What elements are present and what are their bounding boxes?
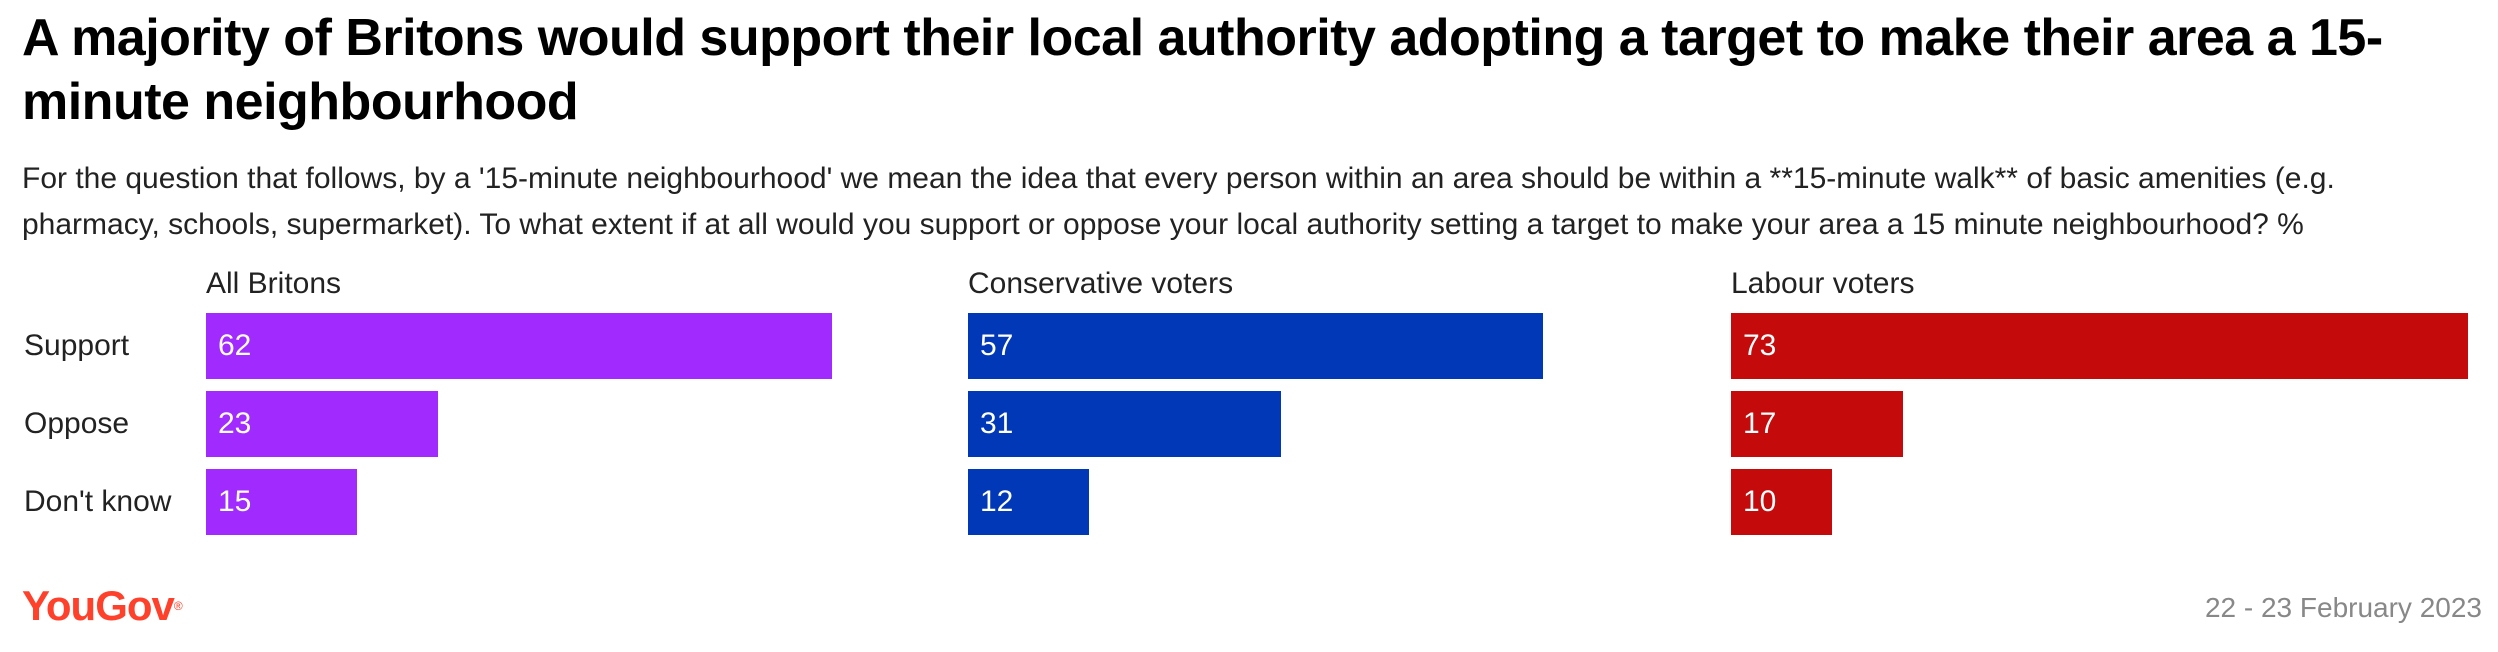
chart-title: A majority of Britons would support thei… xyxy=(22,9,2383,131)
logo-registered-mark: ® xyxy=(173,599,183,613)
category-label-support: Support xyxy=(24,329,130,362)
bar-labour-voters-support: 73 xyxy=(1731,313,2468,379)
bar-value-label: 17 xyxy=(1743,407,1777,440)
bar-value-label: 57 xyxy=(980,329,1014,362)
bar-all-britons-support: 62 xyxy=(206,313,832,379)
category-label-dont-know: Don't know xyxy=(24,485,172,518)
bar-value-label: 73 xyxy=(1743,329,1777,362)
survey-date: 22 - 23 February 2023 xyxy=(2204,592,2482,623)
bar-conservative-voters-support: 57 xyxy=(968,313,1543,379)
chart-panels: Support Oppose Don't know All Britons 62 2… xyxy=(0,260,2498,560)
logo-text: YouGov xyxy=(22,582,175,629)
bar-value-label: 10 xyxy=(1743,485,1777,518)
bar-labour-voters-oppose: 17 xyxy=(1731,391,1903,457)
panel-title-conservative-voters: Conservative voters xyxy=(968,267,1234,300)
bar-conservative-voters-oppose: 31 xyxy=(968,391,1281,457)
bar-value-label: 62 xyxy=(218,329,252,362)
chart-subtitle: For the question that follows, by a '15-… xyxy=(22,162,2335,241)
bar-value-label: 15 xyxy=(218,485,252,518)
bar-labour-voters-don-t-know: 10 xyxy=(1731,469,1832,535)
bar-all-britons-don-t-know: 15 xyxy=(206,469,357,535)
bar-value-label: 23 xyxy=(218,407,252,440)
category-label-oppose: Oppose xyxy=(24,407,130,440)
yougov-logo: YouGov® xyxy=(22,580,183,632)
panel-title-all-britons: All Britons xyxy=(206,267,342,300)
bar-value-label: 31 xyxy=(980,407,1014,440)
bar-conservative-voters-don-t-know: 12 xyxy=(968,469,1089,535)
bar-all-britons-oppose: 23 xyxy=(206,391,438,457)
panel-title-labour-voters: Labour voters xyxy=(1731,267,1915,300)
bar-value-label: 12 xyxy=(980,485,1014,518)
